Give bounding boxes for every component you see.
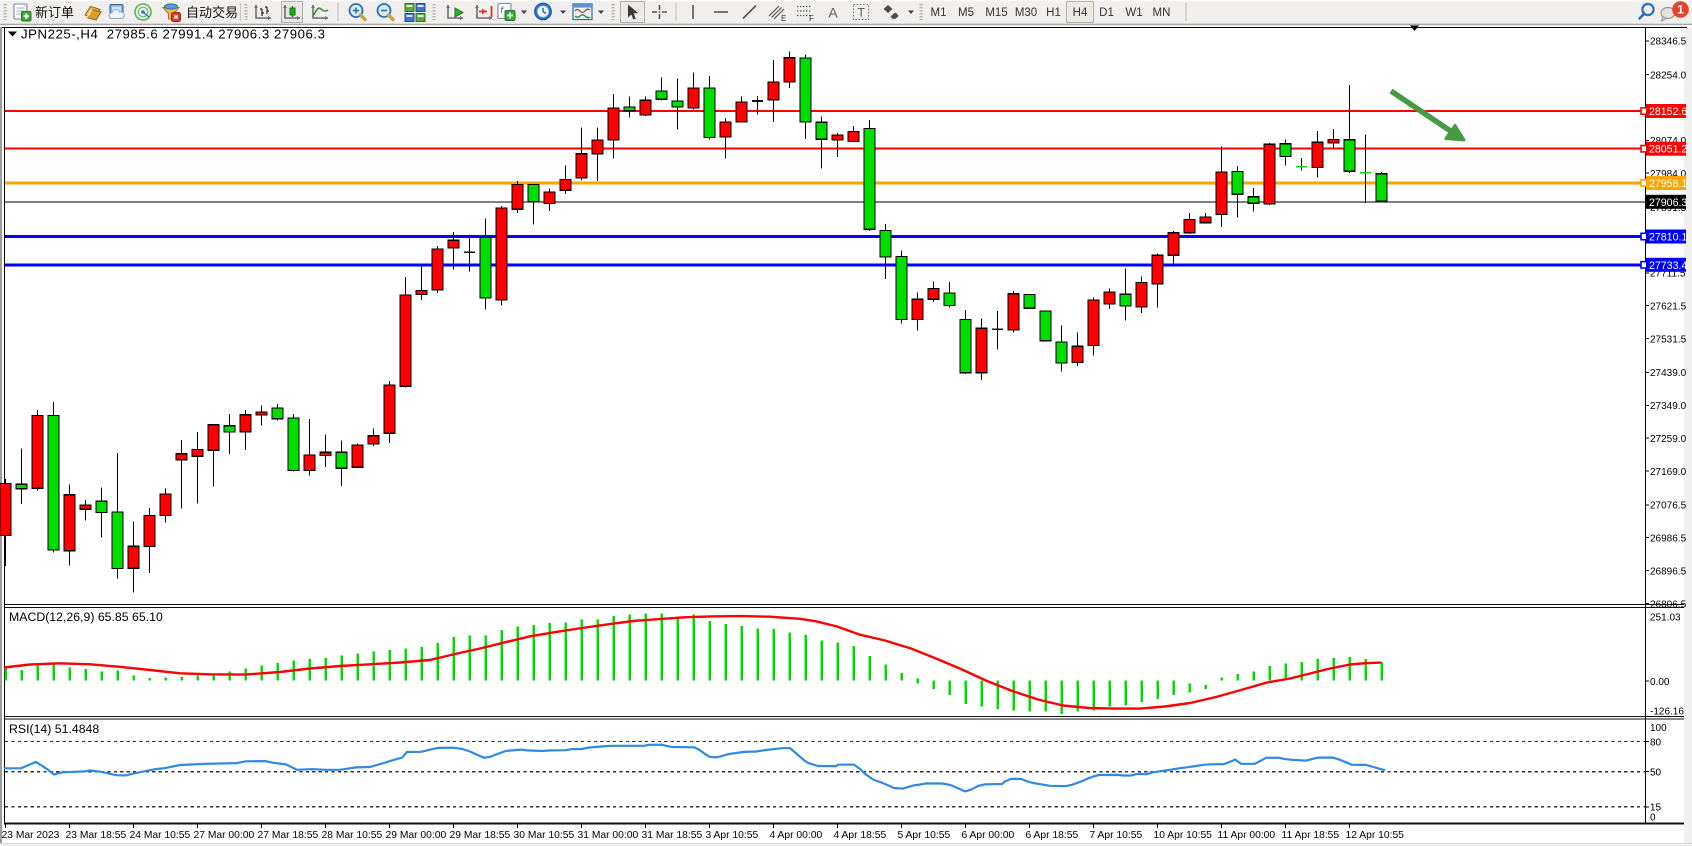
svg-text:12 Apr 10:55: 12 Apr 10:55 bbox=[1346, 830, 1405, 841]
svg-text:新订单: 新订单 bbox=[35, 5, 74, 20]
svg-text:28 Mar 10:55: 28 Mar 10:55 bbox=[322, 830, 383, 841]
svg-text:27984.0: 27984.0 bbox=[1650, 169, 1687, 180]
svg-text:自动交易: 自动交易 bbox=[186, 5, 238, 20]
svg-text:f: f bbox=[501, 5, 505, 15]
svg-text:5 Apr 10:55: 5 Apr 10:55 bbox=[898, 830, 951, 841]
svg-text:28346.5: 28346.5 bbox=[1650, 37, 1687, 48]
svg-text:28152.6: 28152.6 bbox=[1649, 106, 1687, 118]
svg-text:27439.0: 27439.0 bbox=[1650, 368, 1687, 379]
svg-text:E: E bbox=[781, 14, 786, 23]
svg-text:RSI(14) 51.4848: RSI(14) 51.4848 bbox=[9, 722, 99, 736]
svg-text:80: 80 bbox=[1650, 737, 1662, 748]
svg-text:M5: M5 bbox=[958, 7, 974, 19]
svg-text:27076.5: 27076.5 bbox=[1650, 501, 1687, 512]
svg-text:H1: H1 bbox=[1046, 7, 1061, 19]
svg-text:1: 1 bbox=[1677, 3, 1684, 17]
svg-text:251.03: 251.03 bbox=[1650, 612, 1681, 623]
svg-text:27169.0: 27169.0 bbox=[1650, 467, 1687, 478]
svg-text:27349.0: 27349.0 bbox=[1650, 401, 1687, 412]
svg-text:27 Mar 00:00: 27 Mar 00:00 bbox=[194, 830, 255, 841]
svg-text:M30: M30 bbox=[1015, 7, 1037, 19]
svg-text:23 Mar 2023: 23 Mar 2023 bbox=[2, 830, 60, 841]
svg-text:29 Mar 18:55: 29 Mar 18:55 bbox=[450, 830, 511, 841]
svg-text:0.00: 0.00 bbox=[1650, 677, 1670, 688]
svg-text:24 Mar 10:55: 24 Mar 10:55 bbox=[130, 830, 191, 841]
svg-text:27733.4: 27733.4 bbox=[1649, 260, 1687, 272]
svg-text:28254.0: 28254.0 bbox=[1650, 70, 1687, 81]
svg-text:31 Mar 18:55: 31 Mar 18:55 bbox=[642, 830, 703, 841]
svg-text:27531.5: 27531.5 bbox=[1650, 334, 1687, 345]
svg-text:15: 15 bbox=[1650, 803, 1662, 814]
svg-text:28051.2: 28051.2 bbox=[1649, 144, 1687, 156]
svg-text:M15: M15 bbox=[985, 7, 1007, 19]
svg-text:4 Apr 18:55: 4 Apr 18:55 bbox=[834, 830, 887, 841]
svg-text:6 Apr 00:00: 6 Apr 00:00 bbox=[962, 830, 1015, 841]
svg-text:27711.5: 27711.5 bbox=[1650, 269, 1686, 280]
svg-text:26896.5: 26896.5 bbox=[1650, 566, 1687, 577]
svg-text:27906.3: 27906.3 bbox=[1649, 197, 1687, 209]
svg-text:F: F bbox=[809, 14, 814, 23]
svg-text:26806.5: 26806.5 bbox=[1650, 599, 1687, 610]
svg-text:W1: W1 bbox=[1125, 7, 1142, 19]
svg-text:31 Mar 00:00: 31 Mar 00:00 bbox=[578, 830, 639, 841]
svg-text:7 Apr 10:55: 7 Apr 10:55 bbox=[1090, 830, 1143, 841]
svg-text:3 Apr 10:55: 3 Apr 10:55 bbox=[706, 830, 759, 841]
svg-text:D1: D1 bbox=[1099, 7, 1114, 19]
svg-text:30 Mar 10:55: 30 Mar 10:55 bbox=[514, 830, 575, 841]
svg-text:T: T bbox=[858, 6, 866, 20]
svg-text:27259.0: 27259.0 bbox=[1650, 434, 1687, 445]
svg-text:100: 100 bbox=[1650, 723, 1667, 734]
svg-text:4 Apr 00:00: 4 Apr 00:00 bbox=[770, 830, 823, 841]
svg-text:11 Apr 18:55: 11 Apr 18:55 bbox=[1282, 830, 1340, 841]
svg-text:6 Apr 18:55: 6 Apr 18:55 bbox=[1026, 830, 1079, 841]
svg-text:H4: H4 bbox=[1073, 7, 1088, 19]
svg-text:A: A bbox=[828, 5, 838, 21]
svg-text:-126.16: -126.16 bbox=[1650, 706, 1684, 717]
svg-text:JPN225-,H4 27985.6 27991.4 27: JPN225-,H4 27985.6 27991.4 27906.3 27906… bbox=[21, 27, 325, 42]
svg-text:50: 50 bbox=[1650, 768, 1662, 779]
svg-text:27810.1: 27810.1 bbox=[1649, 232, 1687, 244]
svg-text:M1: M1 bbox=[931, 7, 947, 19]
svg-text:MN: MN bbox=[1153, 7, 1171, 19]
svg-text:26986.5: 26986.5 bbox=[1650, 534, 1687, 545]
svg-text:29 Mar 00:00: 29 Mar 00:00 bbox=[386, 830, 447, 841]
svg-text:10 Apr 10:55: 10 Apr 10:55 bbox=[1154, 830, 1213, 841]
svg-text:27958.1: 27958.1 bbox=[1649, 178, 1687, 190]
svg-text:0: 0 bbox=[1650, 812, 1656, 823]
svg-text:23 Mar 18:55: 23 Mar 18:55 bbox=[66, 830, 127, 841]
svg-text:27621.5: 27621.5 bbox=[1650, 302, 1687, 313]
svg-text:27 Mar 18:55: 27 Mar 18:55 bbox=[258, 830, 319, 841]
svg-text:11 Apr 00:00: 11 Apr 00:00 bbox=[1218, 830, 1276, 841]
svg-text:MACD(12,26,9) 65.85 65.10: MACD(12,26,9) 65.85 65.10 bbox=[9, 610, 163, 624]
